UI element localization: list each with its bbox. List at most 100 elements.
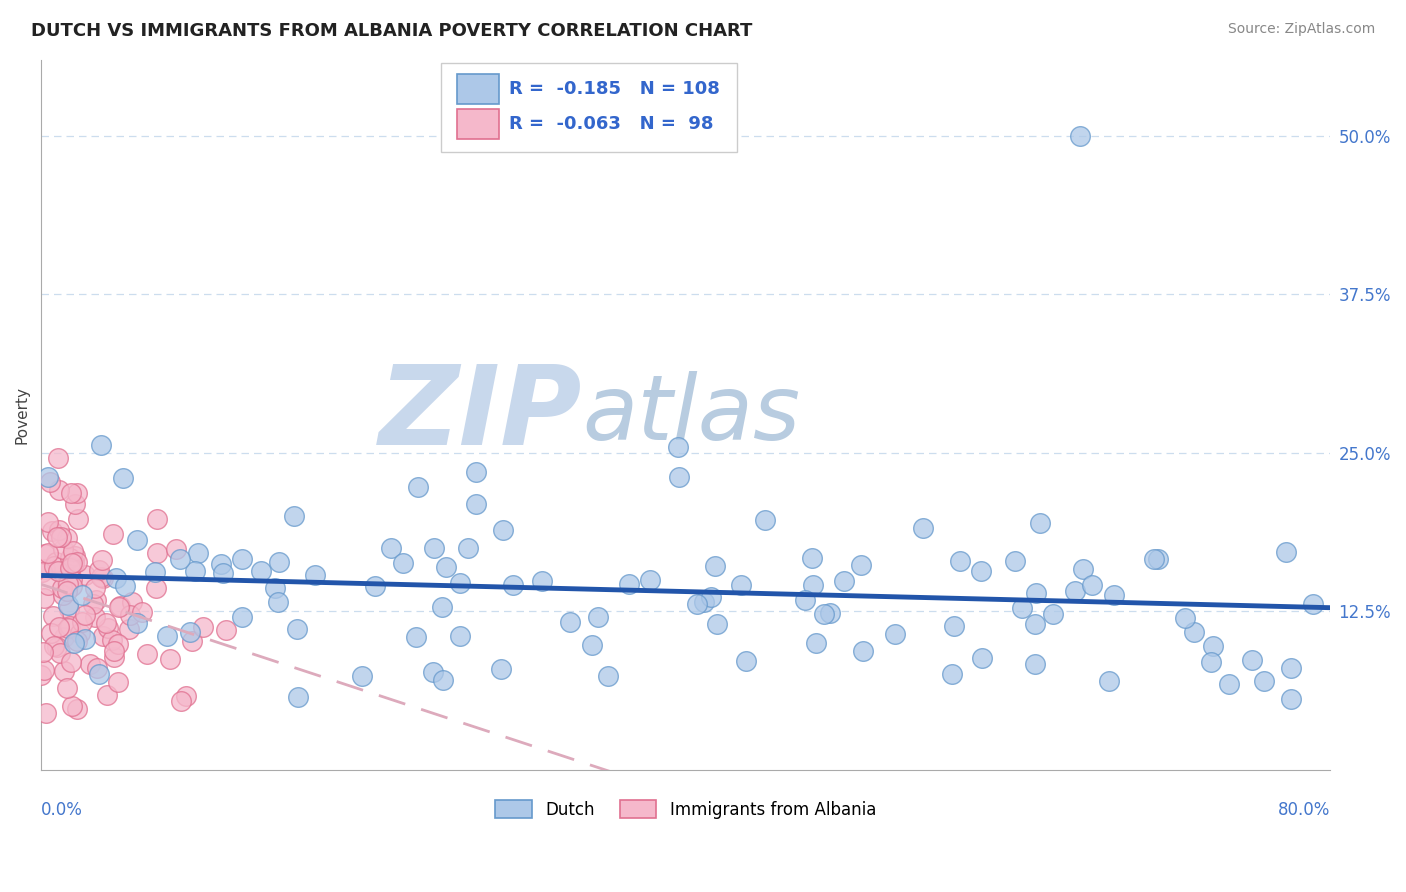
Point: [1024, 657, 1046, 672]
Point: [48, 523, 70, 537]
Point: [1025, 586, 1047, 600]
Point: [67, 512, 90, 526]
Point: [405, 630, 427, 644]
Point: [90, 438, 112, 452]
Point: [1279, 691, 1302, 706]
Point: [170, 694, 193, 708]
Point: [1253, 674, 1275, 689]
Point: [46, 451, 69, 466]
Point: [59, 655, 82, 669]
Point: [852, 643, 875, 657]
Point: [52, 541, 75, 556]
Point: [214, 623, 236, 637]
Point: [818, 606, 841, 620]
Point: [58, 602, 80, 616]
Point: [66, 486, 89, 500]
Point: [56, 584, 79, 599]
Point: [73, 607, 96, 622]
Point: [165, 542, 187, 557]
Point: [174, 689, 197, 703]
Point: [156, 629, 179, 643]
Point: [31, 565, 53, 579]
Point: [449, 629, 471, 643]
Point: [434, 559, 457, 574]
Point: [56, 577, 79, 591]
Point: [422, 541, 444, 556]
Point: [53, 631, 76, 645]
Point: [1029, 516, 1052, 530]
Point: [586, 609, 609, 624]
Point: [146, 545, 169, 559]
Text: DUTCH VS IMMIGRANTS FROM ALBANIA POVERTY CORRELATION CHART: DUTCH VS IMMIGRANTS FROM ALBANIA POVERTY…: [31, 22, 752, 40]
Point: [59, 618, 82, 632]
Point: [287, 690, 309, 704]
Point: [52, 588, 75, 602]
Point: [66, 555, 89, 569]
Point: [813, 607, 835, 622]
Point: [135, 647, 157, 661]
Point: [118, 622, 141, 636]
Point: [107, 637, 129, 651]
Point: [56, 622, 79, 636]
Point: [430, 599, 453, 614]
Text: ZIP: ZIP: [380, 361, 582, 468]
Point: [159, 652, 181, 666]
Point: [75, 632, 97, 646]
Point: [146, 511, 169, 525]
Point: [1279, 661, 1302, 675]
Point: [187, 546, 209, 560]
Point: [60, 572, 83, 586]
Point: [66, 633, 89, 648]
Point: [422, 665, 444, 680]
Point: [179, 625, 201, 640]
Point: [39, 625, 62, 640]
Point: [1011, 601, 1033, 615]
Point: [86, 661, 108, 675]
Point: [851, 558, 873, 572]
Point: [114, 579, 136, 593]
Point: [184, 564, 207, 578]
Point: [1174, 611, 1197, 625]
Point: [96, 688, 118, 702]
Point: [104, 572, 127, 586]
Point: [392, 556, 415, 570]
Point: [96, 615, 118, 630]
Point: [127, 615, 149, 630]
Point: [56, 681, 79, 695]
Point: [70, 589, 93, 603]
Point: [793, 592, 815, 607]
Point: [51, 530, 73, 544]
Point: [406, 479, 429, 493]
Point: [666, 440, 689, 454]
Point: [1024, 617, 1046, 632]
Point: [41, 524, 63, 538]
Point: [63, 498, 86, 512]
Point: [380, 541, 402, 555]
Point: [449, 576, 471, 591]
Point: [56, 531, 79, 545]
Point: [59, 561, 82, 575]
Point: [84, 593, 107, 607]
Point: [66, 702, 89, 716]
Text: R =  -0.185   N = 108: R = -0.185 N = 108: [509, 79, 720, 98]
Point: [231, 610, 253, 624]
Point: [48, 620, 70, 634]
Point: [34, 547, 56, 561]
Point: [48, 564, 70, 578]
Point: [209, 557, 232, 571]
Point: [1081, 577, 1104, 591]
Point: [1142, 551, 1164, 566]
Point: [285, 622, 308, 636]
Point: [800, 550, 823, 565]
Point: [942, 618, 965, 632]
Point: [1218, 677, 1240, 691]
Point: [52, 665, 75, 679]
Point: [638, 573, 661, 587]
Point: [941, 667, 963, 681]
Point: [598, 669, 620, 683]
Point: [231, 551, 253, 566]
FancyBboxPatch shape: [457, 110, 499, 139]
Point: [37, 470, 59, 484]
Point: [87, 563, 110, 577]
Point: [1202, 640, 1225, 654]
